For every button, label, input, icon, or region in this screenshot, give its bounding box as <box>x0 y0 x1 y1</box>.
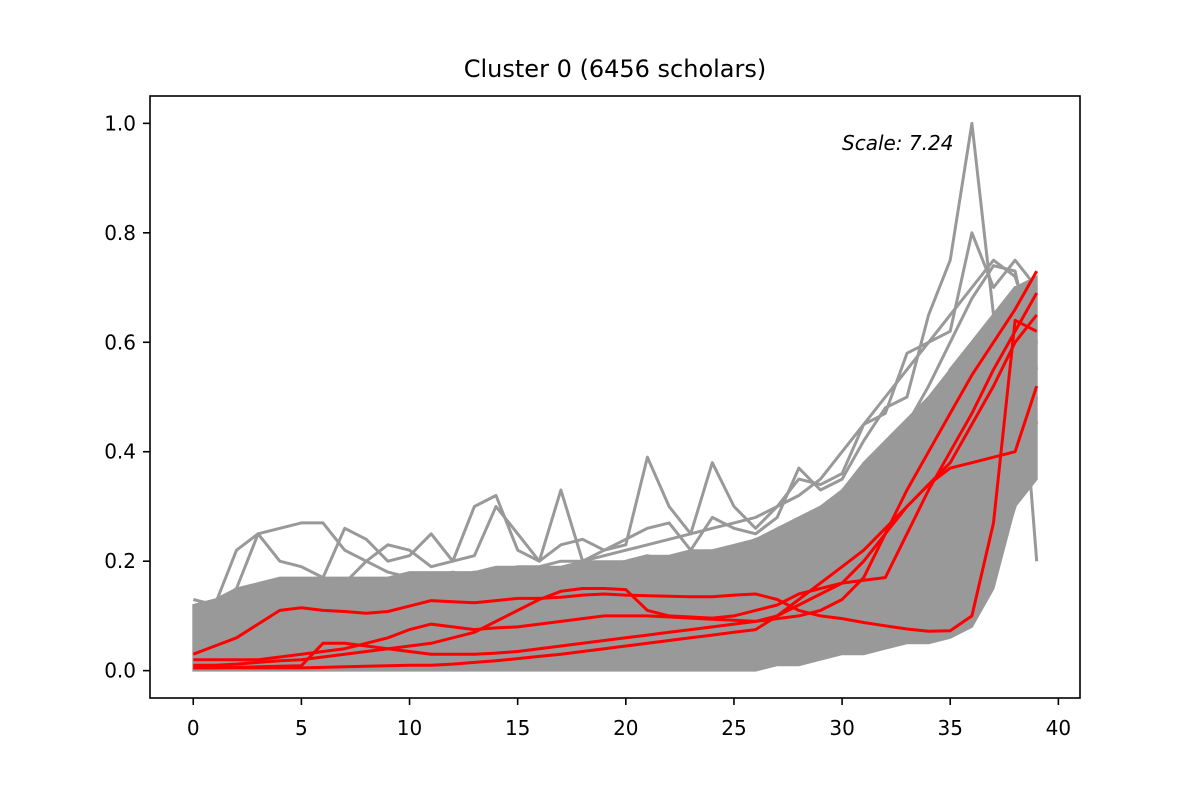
x-tick-label: 5 <box>295 716 308 740</box>
series-line-10 <box>192 318 1038 656</box>
y-tick-label: 0.6 <box>104 330 136 354</box>
series-layer <box>192 121 1039 670</box>
x-tick-label: 35 <box>938 716 963 740</box>
x-tick-label: 40 <box>1046 716 1071 740</box>
y-tick-label: 0.2 <box>104 549 136 573</box>
y-tick-label: 0.4 <box>104 440 136 464</box>
series-band <box>192 274 1038 672</box>
series-line-14 <box>193 313 1038 670</box>
y-tick-label: 0.8 <box>104 221 136 245</box>
series-line-3 <box>192 258 1039 629</box>
x-tick-label: 30 <box>829 716 854 740</box>
scale-annotation: Scale: 7.24 <box>842 131 953 155</box>
plot-frame <box>149 95 1081 699</box>
chart-title: Cluster 0 (6456 scholars) <box>464 55 766 83</box>
x-tick-label: 25 <box>721 716 746 740</box>
series-band-layer <box>192 274 1038 672</box>
y-tick-label: 1.0 <box>104 111 136 135</box>
y-tick-label: 0.0 <box>104 659 136 683</box>
series-line-12 <box>193 292 1039 667</box>
x-tick-label: 0 <box>187 716 200 740</box>
series-line-11 <box>193 270 1039 662</box>
series-line-2 <box>192 121 1039 623</box>
x-tick-label: 20 <box>613 716 638 740</box>
x-tick-label: 15 <box>505 716 530 740</box>
series-line-7 <box>192 264 1039 651</box>
x-tick-label: 10 <box>397 716 422 740</box>
axes-layer: 0 5 10 15 20 25 30 35 40 0.0 0.2 0.4 0.6 0.8 1.0 <box>104 95 1081 740</box>
series-line-13 <box>193 385 1039 670</box>
